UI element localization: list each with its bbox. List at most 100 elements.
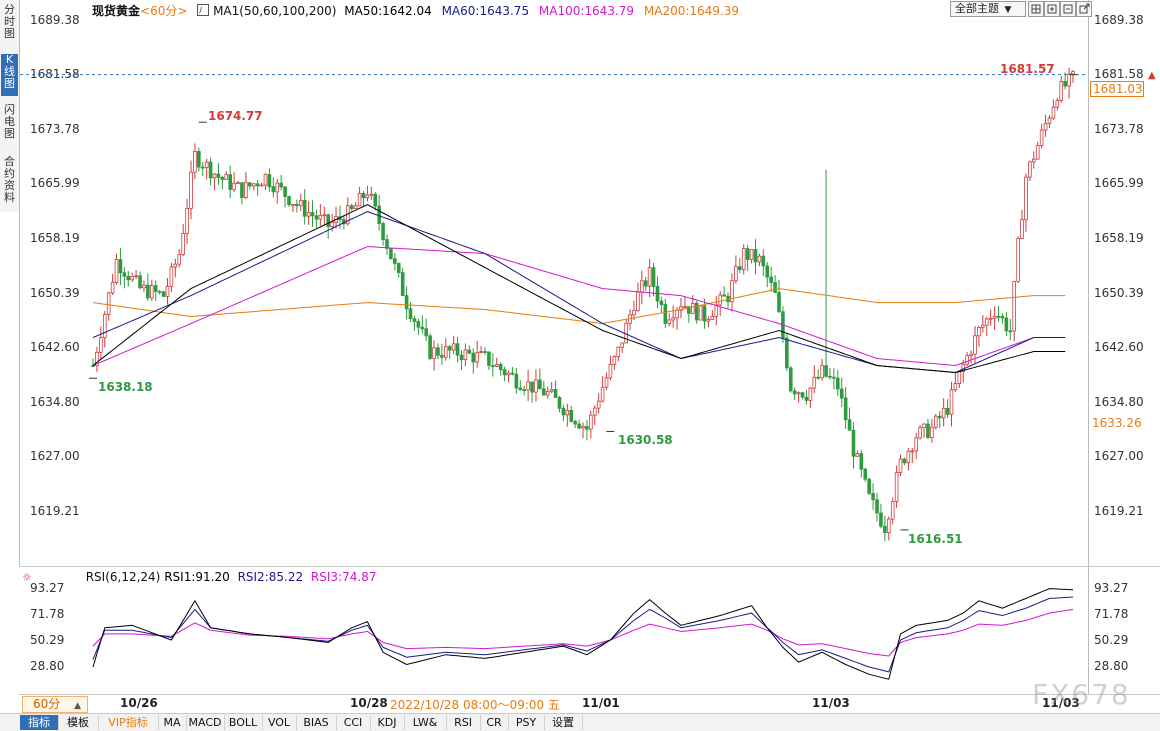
rsi2-line [92, 596, 1074, 673]
candle-up [149, 285, 154, 299]
theme-select[interactable]: 全部主题 ▼ [950, 1, 1026, 17]
rsi3-value: RSI3:74.87 [310, 570, 377, 584]
tab-flash[interactable]: 闪电图 [4, 103, 15, 140]
candle-down [663, 304, 668, 324]
candle-down [538, 379, 542, 390]
ma-toggle-icon[interactable]: / [197, 4, 210, 16]
candle-up [710, 315, 715, 320]
toolbar-template[interactable]: 模板 [58, 715, 99, 730]
toolbar-lw[interactable]: LW& [404, 715, 447, 730]
candle-down [585, 426, 589, 430]
candle-down [440, 354, 444, 358]
candle-up [212, 173, 217, 179]
candle-down [722, 294, 726, 297]
candle-up [353, 205, 358, 210]
candle-down [408, 308, 413, 320]
toolbar-cci[interactable]: CCI [336, 715, 371, 730]
candle-down [314, 215, 319, 220]
candle-up [683, 306, 687, 309]
candle-down [381, 223, 385, 240]
toolbar-kdj[interactable]: KDJ [370, 715, 405, 730]
toolbar-cr[interactable]: CR [480, 715, 509, 730]
candle-down [283, 186, 287, 197]
zoom-in-icon[interactable] [1044, 1, 1060, 17]
tab-timeshare[interactable]: 分时图 [4, 3, 15, 40]
candle-down [326, 214, 330, 227]
toolbar-macd[interactable]: MACD [186, 715, 225, 730]
candle-down [800, 392, 805, 398]
candle-down [694, 302, 699, 321]
rsi1-line [92, 588, 1074, 680]
candle-up [749, 249, 754, 260]
rsi-tick-right: 71.78 [1094, 607, 1129, 621]
candle-up [565, 410, 570, 416]
export-icon[interactable] [1076, 1, 1092, 17]
candle-up [808, 387, 813, 401]
candle-up [173, 263, 178, 268]
toolbar-ma[interactable]: MA [158, 715, 187, 730]
zoom-out-icon[interactable] [1060, 1, 1076, 17]
candle-up [949, 389, 954, 415]
candle-down [1008, 330, 1013, 333]
price-tick-right: 1634.80 [1094, 395, 1144, 409]
candle-down [553, 389, 558, 398]
toolbar-vol[interactable]: VOL [262, 715, 297, 730]
candle-down [377, 205, 381, 224]
rsi-tick-right: 50.29 [1094, 633, 1129, 647]
candle-down [738, 266, 742, 270]
tab-kline[interactable]: K线图 [1, 54, 18, 96]
candle-down [271, 186, 276, 193]
period-select[interactable]: 60分 ▲ [22, 696, 88, 713]
candle-down [161, 291, 166, 297]
candle-down [385, 239, 389, 249]
toolbar-vip[interactable]: VIP指标 [98, 715, 159, 730]
rsi-legend: ☼ RSI(6,12,24) RSI1:91.20 RSI2:85.22 RSI… [22, 570, 376, 584]
candle-down [157, 291, 162, 293]
candle-up [1028, 161, 1032, 178]
ma100-value: MA100:1643.79 [538, 4, 635, 18]
toolbar-indicators[interactable]: 指标 [20, 715, 59, 730]
price-tick-left: 1673.78 [30, 122, 80, 136]
candle-up [604, 377, 609, 388]
ma50-value: MA50:1642.04 [344, 4, 432, 18]
candle-down [349, 205, 354, 210]
candle-down [945, 407, 950, 415]
rsi-chart[interactable] [20, 567, 1088, 694]
candlestick-chart[interactable] [20, 0, 1088, 566]
candle-up [1055, 100, 1060, 108]
candle-up [1024, 176, 1028, 221]
toolbar-psy[interactable]: PSY [508, 715, 545, 730]
ma50-line [92, 204, 1066, 374]
chart-legend: 现货黄金<60分> / MA1(50,60,100,200) MA50:1642… [92, 2, 739, 19]
candle-up [953, 383, 958, 391]
candle-up [934, 415, 938, 428]
candle-up [193, 151, 197, 173]
candle-down [522, 389, 526, 392]
candle-down [863, 468, 868, 480]
tab-contract-info[interactable]: 合约资料 [4, 155, 15, 204]
candle-down [455, 343, 460, 356]
candle-up [620, 342, 624, 348]
date-label: 11/03 [1042, 696, 1080, 710]
toolbar-settings[interactable]: 设置 [544, 715, 583, 730]
candle-up [910, 450, 915, 453]
candle-up [318, 215, 323, 220]
toolbar-boll[interactable]: BOLL [224, 715, 263, 730]
candle-up [886, 518, 891, 534]
candle-up [957, 371, 962, 384]
grid-view-icon[interactable] [1028, 1, 1044, 17]
toolbar-bias[interactable]: BIAS [296, 715, 337, 730]
settings-sun-icon[interactable]: ☼ [22, 571, 32, 584]
candle-up [134, 275, 138, 278]
toolbar-rsi[interactable]: RSI [446, 715, 481, 730]
candle-down [267, 174, 272, 188]
rsi-params: RSI(6,12,24) [85, 570, 161, 584]
candle-up [232, 182, 236, 190]
candle-up [581, 426, 585, 429]
price-tick-left: 1634.80 [30, 395, 80, 409]
candle-down [702, 305, 707, 322]
candle-up [506, 372, 511, 376]
candle-up [110, 282, 115, 294]
candle-up [1051, 106, 1056, 119]
candle-down [498, 364, 503, 371]
